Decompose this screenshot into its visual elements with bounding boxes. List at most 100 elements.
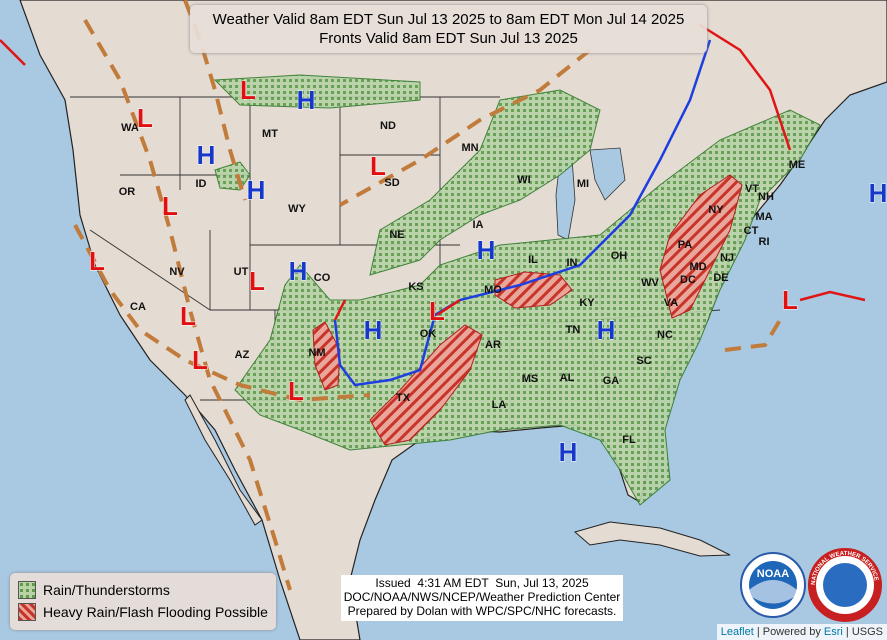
- pressure-center: L: [192, 345, 208, 375]
- weather-layer: [0, 0, 866, 591]
- state-label: NE: [389, 229, 404, 241]
- state-label: WV: [641, 277, 659, 289]
- trough: [724, 318, 782, 352]
- state-label: OR: [119, 186, 136, 198]
- state-label: SC: [636, 355, 651, 367]
- state-label: MI: [577, 178, 589, 190]
- state-label: IN: [567, 257, 578, 269]
- pressure-center: L: [782, 285, 798, 315]
- state-label: SD: [384, 177, 399, 189]
- state-label: CO: [314, 272, 331, 284]
- state-label: UT: [234, 266, 249, 278]
- heavy-rain-area: [312, 321, 341, 391]
- warm-front: [699, 23, 792, 151]
- rain-area: [213, 74, 421, 109]
- pressure-center: H: [559, 437, 578, 467]
- state-label: RI: [759, 236, 770, 248]
- state-label: ID: [196, 178, 207, 190]
- trough: [83, 18, 292, 591]
- noaa-logo: NOAA: [740, 552, 806, 618]
- state-label: NV: [169, 266, 185, 278]
- pressure-center: H: [597, 315, 616, 345]
- heavy-rain-area: [494, 271, 573, 309]
- legend-swatch: [18, 581, 36, 599]
- state-label: NH: [758, 191, 774, 203]
- state-label: FL: [622, 434, 636, 446]
- pressure-center: L: [137, 103, 153, 133]
- pressure-center: H: [869, 178, 887, 208]
- title-line: Fronts Valid 8am EDT Sun Jul 13 2025: [319, 30, 578, 47]
- attribution-text: | USGS: [845, 626, 883, 638]
- state-label: AZ: [235, 349, 250, 361]
- pressure-center: H: [247, 175, 266, 205]
- pressure-center: L: [249, 266, 265, 296]
- issued-line: Issued 4:31 AM EDT Sun, Jul 13, 2025: [375, 576, 589, 590]
- warm-front: [799, 290, 866, 302]
- state-label: DC: [680, 274, 696, 286]
- state-label: OH: [611, 250, 628, 262]
- legend-item: Heavy Rain/Flash Flooding Possible: [18, 603, 268, 621]
- state-labels: WA MT ND MN WI MI OR ID SD WY IA NE IL IN OH NY PA NJ MDDC…: [119, 120, 806, 446]
- pressure-center: L: [162, 191, 178, 221]
- legend-label: Rain/Thunderstorms: [43, 582, 170, 598]
- state-label: WY: [288, 203, 306, 215]
- pressure-center: H: [289, 256, 308, 286]
- baja: [184, 394, 263, 526]
- pressure-center: H: [477, 235, 496, 265]
- state-label: IL: [528, 254, 538, 266]
- rain-area: [369, 89, 601, 276]
- leaflet-link[interactable]: Leaflet: [720, 626, 754, 638]
- state-label: TX: [396, 392, 411, 404]
- trough: [73, 224, 371, 403]
- state-label: MO: [484, 284, 502, 296]
- state-label: VT: [745, 183, 759, 195]
- warm-front: [333, 298, 461, 321]
- state-label: KS: [408, 281, 423, 293]
- state-label: CA: [130, 301, 146, 313]
- pressure-center: L: [240, 75, 256, 105]
- pressure-center: L: [180, 301, 196, 331]
- legend-label: Heavy Rain/Flash Flooding Possible: [43, 604, 268, 620]
- esri-link[interactable]: Esri: [823, 626, 843, 638]
- state-label: PA: [678, 239, 693, 251]
- state-label: MS: [522, 373, 539, 385]
- pressure-center: H: [364, 315, 383, 345]
- state-label: AR: [485, 339, 501, 351]
- state-label: NC: [657, 329, 673, 341]
- warm-front: [0, 39, 26, 66]
- state-label: MD: [689, 261, 706, 273]
- state-label: TN: [566, 324, 581, 336]
- nws-logo: NATIONAL WEATHER SERVICE: [808, 548, 882, 622]
- legend: Rain/Thunderstorms Heavy Rain/Flash Floo…: [10, 573, 276, 630]
- legend-item: Rain/Thunderstorms: [18, 581, 170, 599]
- state-label: NM: [308, 347, 325, 359]
- cuba: [573, 521, 731, 557]
- state-label: OK: [420, 328, 437, 340]
- state-label: WI: [517, 174, 530, 186]
- state-label: MN: [461, 142, 478, 154]
- pressure-center: L: [429, 296, 445, 326]
- state-label: CT: [744, 225, 759, 237]
- state-label: DE: [713, 272, 728, 284]
- legend-swatch: [18, 603, 36, 621]
- issued-box: Issued 4:31 AM EDT Sun, Jul 13, 2025 DOC…: [341, 575, 623, 621]
- issued-line: Prepared by Dolan with WPC/SPC/NHC forec…: [347, 604, 617, 618]
- state-label: KY: [579, 297, 595, 309]
- issued-line: DOC/NOAA/NWS/NCEP/Weather Prediction Cen…: [343, 590, 621, 604]
- title-line: Weather Valid 8am EDT Sun Jul 13 2025 to…: [212, 11, 685, 28]
- state-label: GA: [603, 375, 620, 387]
- attribution: Leaflet | Powered by Esri | USGS: [716, 624, 887, 640]
- state-label: AL: [560, 372, 575, 384]
- state-label: NY: [708, 204, 724, 216]
- trough: [339, 48, 592, 207]
- state-label: IA: [473, 219, 484, 231]
- state-label: MT: [262, 128, 278, 140]
- state-label: WA: [121, 122, 139, 134]
- rain-area: [234, 109, 821, 506]
- title-box: Weather Valid 8am EDT Sun Jul 13 2025 to…: [190, 5, 707, 53]
- state-label: MA: [755, 211, 772, 223]
- attribution-text: | Powered by: [756, 626, 821, 638]
